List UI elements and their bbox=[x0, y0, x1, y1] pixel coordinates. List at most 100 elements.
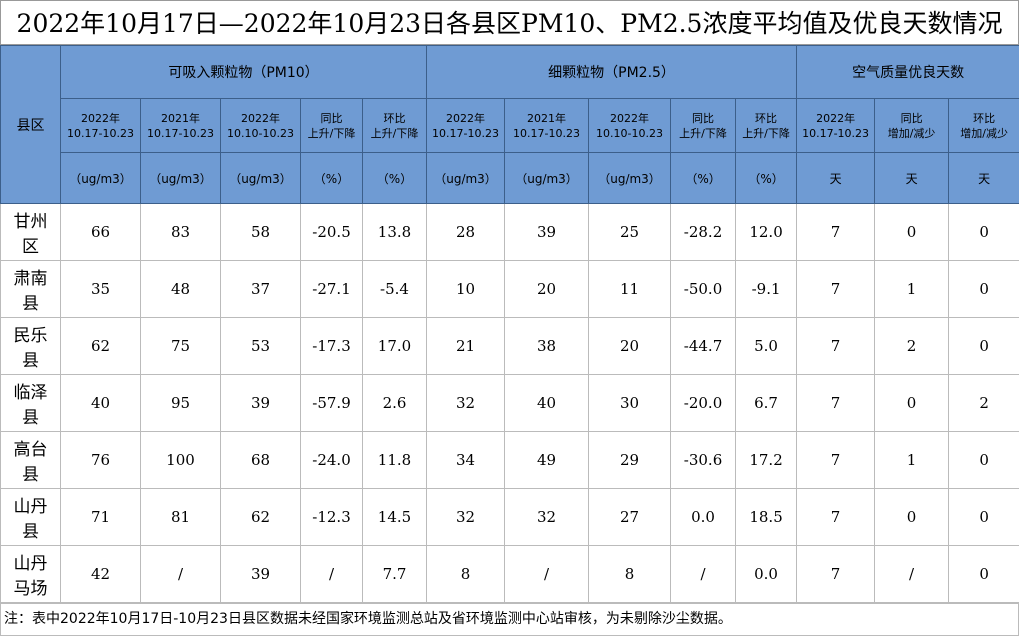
header-text: 同比 bbox=[692, 112, 714, 125]
cell: 62 bbox=[61, 318, 141, 375]
cell: 0 bbox=[949, 261, 1019, 318]
header-text: 上升/下降 bbox=[679, 127, 727, 140]
cell: 25 bbox=[589, 204, 671, 261]
cell: 49 bbox=[505, 432, 589, 489]
group-header: 可吸入颗粒物（PM10） bbox=[61, 46, 427, 99]
cell: 39 bbox=[221, 375, 301, 432]
cell: 83 bbox=[141, 204, 221, 261]
cell: 2 bbox=[949, 375, 1019, 432]
cell: 35 bbox=[61, 261, 141, 318]
cell-text: 7 bbox=[831, 565, 841, 583]
cell: 29 bbox=[589, 432, 671, 489]
unit-cell: （ug/m3） bbox=[505, 153, 589, 204]
cell-text: 39 bbox=[251, 394, 270, 412]
unit-cell: 天 bbox=[949, 153, 1019, 204]
cell: -20.0 bbox=[671, 375, 736, 432]
cell: 32 bbox=[505, 489, 589, 546]
unit-text: 天 bbox=[830, 172, 842, 186]
unit-text: 天 bbox=[978, 172, 990, 186]
cell: 81 bbox=[141, 489, 221, 546]
header-text: 县区 bbox=[17, 118, 45, 134]
cell: 71 bbox=[61, 489, 141, 546]
cell: 28 bbox=[427, 204, 505, 261]
cell-text: 8 bbox=[461, 565, 471, 583]
cell-text: 7 bbox=[831, 394, 841, 412]
cell-text: -12.3 bbox=[312, 508, 350, 526]
cell-text: 76 bbox=[91, 451, 110, 469]
cell: 95 bbox=[141, 375, 221, 432]
cell-text: 1 bbox=[907, 451, 917, 469]
cell-text: -24.0 bbox=[312, 451, 350, 469]
cell: 11 bbox=[589, 261, 671, 318]
unit-cell: （%） bbox=[301, 153, 363, 204]
header-text: 10.17-10.23 bbox=[67, 127, 134, 140]
cell-text: 2 bbox=[907, 337, 917, 355]
unit-text: （%） bbox=[314, 172, 349, 186]
cell-text: 28 bbox=[456, 223, 475, 241]
cell: 38 bbox=[505, 318, 589, 375]
cell: 0.0 bbox=[671, 489, 736, 546]
cell: 13.8 bbox=[363, 204, 427, 261]
unit-cell: （%） bbox=[736, 153, 797, 204]
cell: -24.0 bbox=[301, 432, 363, 489]
cell-text: 6.7 bbox=[754, 394, 778, 412]
cell: 40 bbox=[505, 375, 589, 432]
cell: 0 bbox=[949, 204, 1019, 261]
unit-text: （%） bbox=[685, 172, 720, 186]
cell-text: -30.6 bbox=[684, 451, 722, 469]
cell-text: 39 bbox=[251, 565, 270, 583]
cell: 17.2 bbox=[736, 432, 797, 489]
cell-text: -17.3 bbox=[312, 337, 350, 355]
header-text: 10.17-10.23 bbox=[432, 127, 499, 140]
column-header: 同比增加/减少 bbox=[875, 99, 949, 153]
cell: 7 bbox=[797, 432, 875, 489]
cell: 10 bbox=[427, 261, 505, 318]
unit-text: （%） bbox=[748, 172, 783, 186]
cell-text: 100 bbox=[166, 451, 195, 469]
cell: 2.6 bbox=[363, 375, 427, 432]
cell-text: 11 bbox=[620, 280, 639, 298]
cell-text: 1 bbox=[907, 280, 917, 298]
unit-text: （ug/m3） bbox=[515, 172, 578, 186]
cell-text: / bbox=[544, 565, 549, 583]
column-header: 同比上升/下降 bbox=[301, 99, 363, 153]
cell: 62 bbox=[221, 489, 301, 546]
cell: 7 bbox=[797, 489, 875, 546]
cell-text: 62 bbox=[251, 508, 270, 526]
cell-text: -9.1 bbox=[752, 280, 781, 298]
header-text: 上升/下降 bbox=[371, 127, 419, 140]
cell-text: 7 bbox=[831, 451, 841, 469]
cell: 14.5 bbox=[363, 489, 427, 546]
cell-text: 14.5 bbox=[378, 508, 411, 526]
header-text: 空气质量优良天数 bbox=[852, 65, 964, 81]
header-text: 10.10-10.23 bbox=[227, 127, 294, 140]
column-header: 环比增加/减少 bbox=[949, 99, 1019, 153]
cell: / bbox=[505, 546, 589, 603]
column-header: 环比上升/下降 bbox=[736, 99, 797, 153]
cell: 6.7 bbox=[736, 375, 797, 432]
unit-cell: （ug/m3） bbox=[589, 153, 671, 204]
cell-text: 18.5 bbox=[749, 508, 782, 526]
cell-text: 2 bbox=[979, 394, 989, 412]
cell-text: 48 bbox=[171, 280, 190, 298]
cell-text: 40 bbox=[537, 394, 556, 412]
cell-text: 7 bbox=[831, 508, 841, 526]
cell-text: 71 bbox=[91, 508, 110, 526]
cell: 1 bbox=[875, 432, 949, 489]
cell-text: 0 bbox=[979, 451, 989, 469]
header-text: 2022年 bbox=[816, 112, 855, 125]
cell: 58 bbox=[221, 204, 301, 261]
cell: 0 bbox=[875, 375, 949, 432]
cell: 0 bbox=[949, 318, 1019, 375]
cell-text: / bbox=[909, 565, 914, 583]
cell: 7 bbox=[797, 261, 875, 318]
header-text: 环比 bbox=[755, 112, 777, 125]
cell: 7 bbox=[797, 204, 875, 261]
cell-text: 38 bbox=[537, 337, 556, 355]
